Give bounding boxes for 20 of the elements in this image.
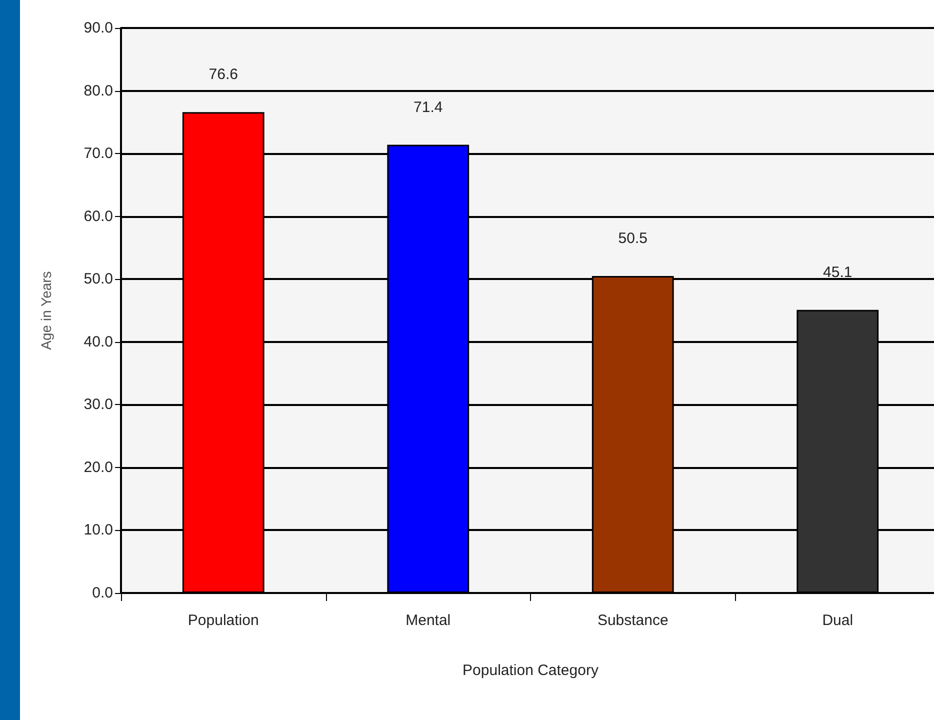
- data-label: 71.4: [414, 98, 443, 116]
- y-axis-title: Age in Years: [38, 271, 54, 350]
- y-tick-label: 70.0: [84, 145, 113, 162]
- data-label: 50.5: [618, 230, 648, 247]
- y-tick-label: 0.0: [92, 584, 113, 602]
- data-label: 76.6: [208, 66, 238, 84]
- x-tick-label: Population: [188, 612, 259, 629]
- y-tick-label: 60.0: [84, 208, 113, 225]
- x-axis-title: Population Category: [462, 662, 599, 679]
- y-tick-label: 50.0: [84, 270, 113, 288]
- y-tick-label: 10.0: [84, 522, 113, 539]
- y-tick-label: 80.0: [84, 82, 113, 100]
- data-label: 45.1: [823, 264, 852, 281]
- y-tick-label: 90.0: [84, 20, 113, 36]
- y-tick-label: 20.0: [84, 458, 113, 476]
- y-tick-label: 30.0: [84, 396, 113, 414]
- y-tick-label: 40.0: [84, 333, 113, 350]
- x-tick-label: Dual: [822, 612, 854, 629]
- x-tick-label: Substance: [597, 612, 668, 629]
- x-tick-label: Mental: [406, 612, 451, 629]
